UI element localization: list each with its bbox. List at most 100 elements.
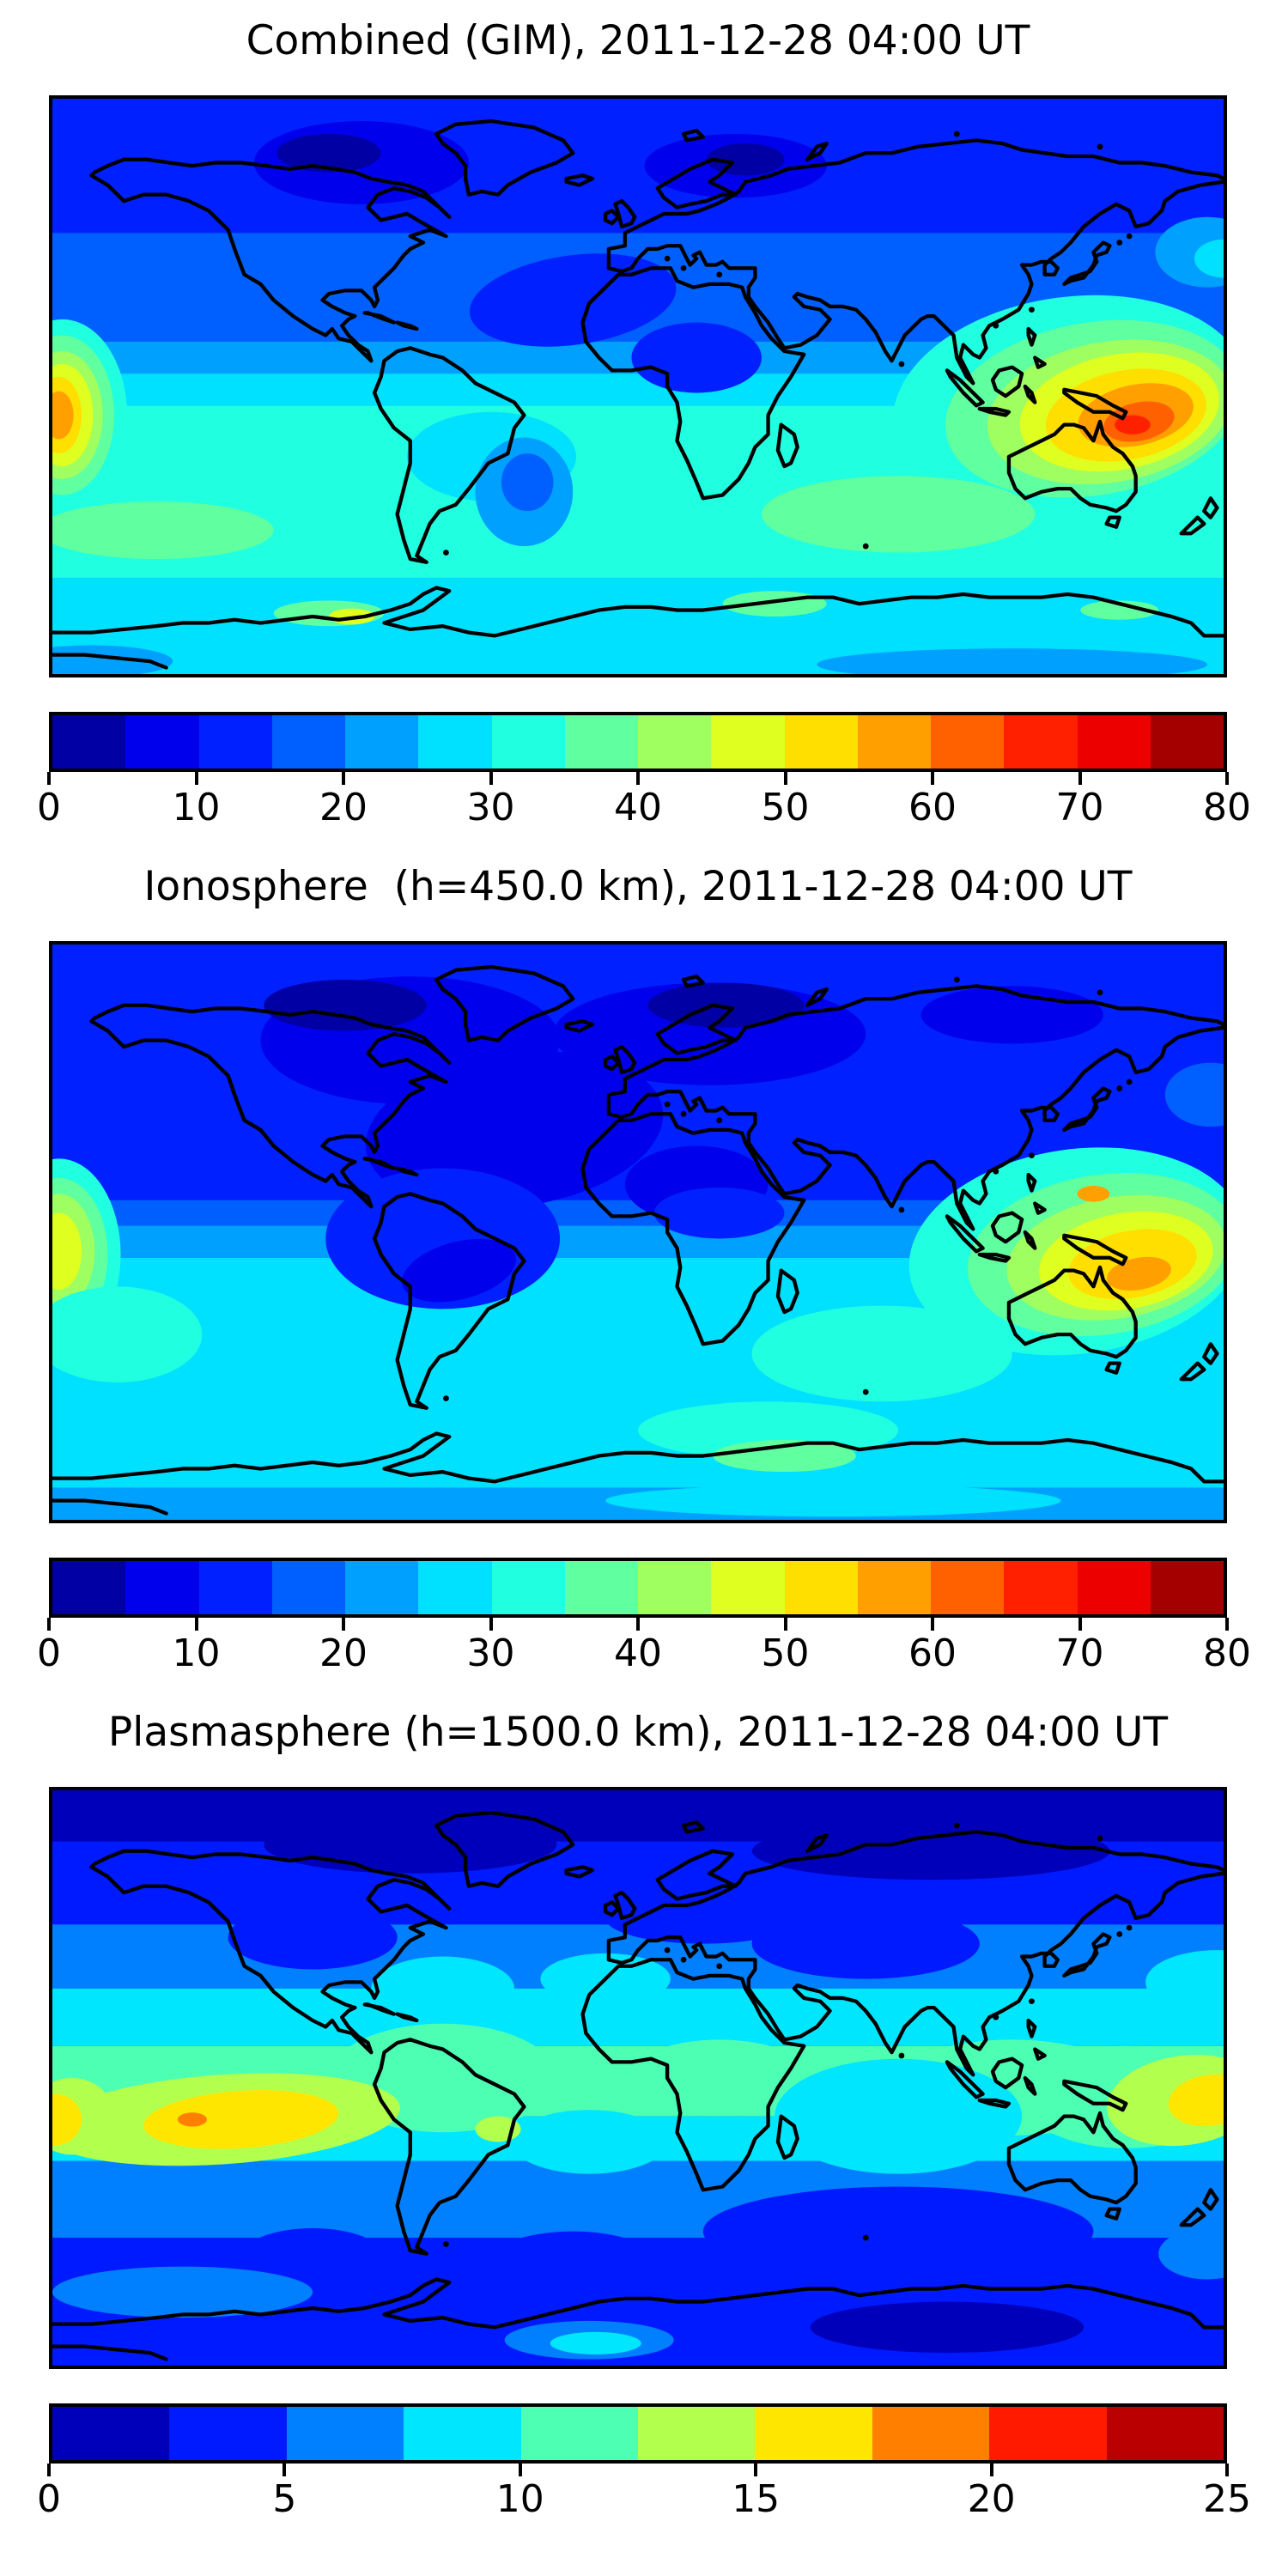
colorbar-band <box>638 715 712 769</box>
colorbar-tick-mark <box>636 1618 640 1631</box>
field-lat-band <box>52 99 1224 234</box>
island-dot <box>993 1168 999 1175</box>
coastline <box>775 1268 799 1315</box>
coastline <box>606 138 1224 270</box>
colorbar-tick-label: 40 <box>614 1631 662 1675</box>
coastline <box>1006 2111 1138 2205</box>
colorbar-band <box>784 1561 858 1614</box>
island-dot <box>680 264 687 271</box>
coastline <box>395 320 419 331</box>
island-dot <box>898 361 905 368</box>
colorbar-tick-mark <box>47 2464 51 2476</box>
colorbar-tick-mark <box>931 1618 934 1631</box>
coastline <box>1026 326 1037 347</box>
coastline <box>1023 2075 1037 2096</box>
colorbar-band <box>52 715 126 769</box>
colorbar-tick-label: 10 <box>172 1631 221 1675</box>
colorbar-tick-label: 80 <box>1203 786 1251 829</box>
coastline <box>580 266 806 501</box>
island-dot <box>862 1388 869 1395</box>
coastline <box>655 1849 738 1901</box>
island-dot <box>1097 989 1103 996</box>
colorbar-tick-label: 10 <box>172 786 221 829</box>
colorbar-tick-label: 10 <box>495 2477 544 2521</box>
island-dot <box>716 1963 723 1970</box>
coastline <box>603 1054 621 1072</box>
coastline <box>681 975 705 988</box>
coastline <box>606 1025 1224 1231</box>
coastline <box>395 1166 419 1177</box>
field-contour-blob <box>810 2301 1084 2354</box>
coastline <box>606 1830 1224 1962</box>
coastline <box>372 1192 526 1410</box>
field-contour-blob <box>1164 1062 1224 1127</box>
coastline <box>681 1820 705 1834</box>
island-dot <box>898 1206 905 1213</box>
field-contour-blob <box>491 2231 654 2289</box>
field-contour-blob <box>1168 2074 1224 2127</box>
coastline <box>434 1810 575 1888</box>
coastline <box>805 987 829 1007</box>
island-dot <box>680 1110 687 1117</box>
colorbar-band <box>1004 715 1078 769</box>
colorbar-band <box>198 1561 272 1614</box>
colorbar-bar <box>49 1558 1227 1618</box>
coastline <box>1062 1086 1112 1133</box>
field-contour-blob <box>817 648 1207 674</box>
coastline <box>52 2277 1224 2330</box>
island-dot <box>1029 307 1035 313</box>
coastline <box>89 1849 452 2055</box>
colorbar-band <box>404 2407 521 2460</box>
island-dot <box>862 2234 869 2241</box>
island-dot <box>716 271 723 278</box>
colorbar-band <box>931 1561 1005 1614</box>
coastline <box>372 2038 526 2256</box>
island-dot <box>898 2052 905 2059</box>
colorbar-tick-label: 60 <box>908 1631 957 1675</box>
island-dot <box>443 1395 449 1401</box>
island-dot <box>1029 1152 1035 1159</box>
panel-plasmasphere: Plasmasphere (h=1500.0 km), 2011-12-28 0… <box>37 1692 1251 2524</box>
coastline <box>1179 1361 1206 1382</box>
field-contour-blob <box>52 501 274 559</box>
panel-title-plasmasphere: Plasmasphere (h=1500.0 km), 2011-12-28 0… <box>107 1709 1169 1756</box>
field-contour-blob <box>751 1822 1110 1880</box>
field-contour-blob <box>751 1305 1012 1402</box>
field-contour-blob <box>761 476 1036 553</box>
colorbar-bar <box>49 2403 1227 2464</box>
colorbar-tick-mark <box>342 772 345 785</box>
colorbar-tick-mark <box>47 772 51 785</box>
island-dot <box>953 976 960 983</box>
colorbar-tick-label: 70 <box>1055 1631 1104 1675</box>
coastline <box>990 2057 1024 2090</box>
colorbar-tick-mark <box>194 772 198 785</box>
colorbar-band <box>345 1561 419 1614</box>
colorbar-band <box>1150 715 1224 769</box>
colorbar-ticks: 0 5 10 15 20 25 <box>37 2464 1251 2524</box>
field-contour-blob <box>722 591 827 617</box>
coastline <box>613 1890 637 1921</box>
island-dot <box>716 1117 723 1124</box>
colorbar-ticks: 0 10 20 30 40 50 60 70 80 <box>37 1618 1251 1678</box>
map-canvas <box>52 99 1224 674</box>
island-dot <box>953 131 960 137</box>
field-contour-blob <box>702 2186 1094 2276</box>
colorbar-bar <box>49 712 1227 772</box>
field-contour-blob <box>920 986 1103 1044</box>
field-contour-blob <box>52 1212 82 1290</box>
island-dot <box>1097 1835 1103 1842</box>
coastline <box>52 653 168 670</box>
coastline <box>1062 1932 1112 1978</box>
field-contour-blob <box>605 1893 801 1944</box>
colorbar-band <box>125 1561 199 1614</box>
panel-combined-gim: Combined (GIM), 2011-12-28 04:00 UT 0 10 2… <box>37 0 1251 832</box>
colorbar-band <box>286 2407 404 2460</box>
coastline <box>603 209 621 226</box>
island-dot <box>664 255 671 262</box>
coastline <box>606 984 1224 1116</box>
island-dot <box>993 2014 999 2020</box>
island-dot <box>1116 1085 1123 1091</box>
island-dot <box>1029 1998 1035 2005</box>
colorbar-band <box>931 715 1005 769</box>
coastline <box>1033 1201 1047 1215</box>
